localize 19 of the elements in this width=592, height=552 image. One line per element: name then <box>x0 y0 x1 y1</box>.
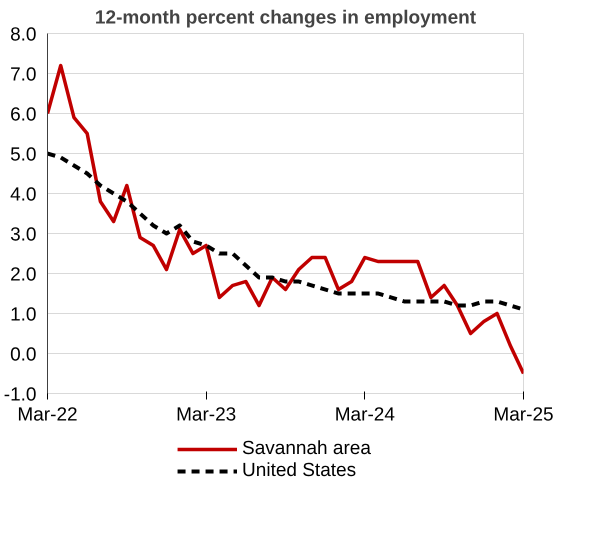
chart-title: 12-month percent changes in employment <box>94 8 477 28</box>
x-tick-label: Mar-25 <box>493 404 554 426</box>
y-tick-label: 7.0 <box>10 64 37 86</box>
legend-label: United States <box>242 460 356 482</box>
x-tick-label: Mar-24 <box>334 404 396 426</box>
y-tick-label: -1.0 <box>4 384 37 406</box>
line-series <box>48 152 524 312</box>
x-tick-label: Mar-22 <box>17 404 78 426</box>
y-tick-label: 5.0 <box>10 144 37 166</box>
y-tick-label: 4.0 <box>10 184 37 206</box>
x-tick-label: Mar-23 <box>176 404 236 426</box>
y-tick-label: 1.0 <box>10 304 37 326</box>
y-tick-label: 8.0 <box>10 24 37 46</box>
y-tick-label: 0.0 <box>10 344 37 366</box>
y-tick-label: 6.0 <box>10 104 37 126</box>
legend-label: Savannah area <box>242 438 371 460</box>
y-tick-label: 2.0 <box>10 264 37 286</box>
y-tick-label: 3.0 <box>10 224 37 246</box>
line-series <box>48 64 524 376</box>
